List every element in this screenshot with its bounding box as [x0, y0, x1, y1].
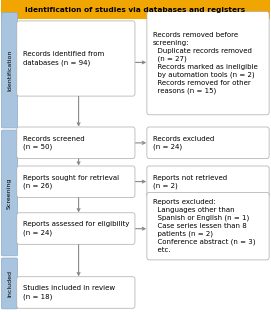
Text: Identification of studies via databases and registers: Identification of studies via databases … — [25, 7, 246, 13]
Text: Reports assessed for eligibility
(n = 24): Reports assessed for eligibility (n = 24… — [23, 222, 130, 236]
FancyBboxPatch shape — [1, 130, 18, 256]
Text: Reports sought for retrieval
(n = 26): Reports sought for retrieval (n = 26) — [23, 175, 119, 189]
Text: Reports excluded:
  Languages other than
  Spanish or English (n = 1)
  Case ser: Reports excluded: Languages other than S… — [153, 199, 256, 253]
Text: Identification: Identification — [7, 50, 12, 91]
FancyBboxPatch shape — [17, 127, 135, 158]
FancyBboxPatch shape — [1, 258, 18, 309]
FancyBboxPatch shape — [147, 127, 269, 158]
FancyBboxPatch shape — [17, 277, 135, 308]
FancyBboxPatch shape — [17, 213, 135, 244]
Text: Included: Included — [7, 270, 12, 297]
FancyBboxPatch shape — [17, 166, 135, 197]
Text: Records screened
(n = 50): Records screened (n = 50) — [23, 136, 85, 150]
FancyBboxPatch shape — [1, 0, 270, 19]
FancyBboxPatch shape — [1, 12, 18, 128]
Text: Reports not retrieved
(n = 2): Reports not retrieved (n = 2) — [153, 175, 227, 189]
FancyBboxPatch shape — [17, 21, 135, 96]
Text: Studies included in review
(n = 18): Studies included in review (n = 18) — [23, 285, 115, 300]
FancyBboxPatch shape — [147, 12, 269, 115]
FancyBboxPatch shape — [147, 193, 269, 260]
FancyBboxPatch shape — [147, 166, 269, 197]
Text: Records removed before
screening:
  Duplicate records removed
  (n = 27)
  Recor: Records removed before screening: Duplic… — [153, 32, 258, 94]
Text: Screening: Screening — [7, 177, 12, 209]
Text: Records excluded
(n = 24): Records excluded (n = 24) — [153, 136, 214, 150]
Text: Records identified from
databases (n = 94): Records identified from databases (n = 9… — [23, 51, 104, 66]
